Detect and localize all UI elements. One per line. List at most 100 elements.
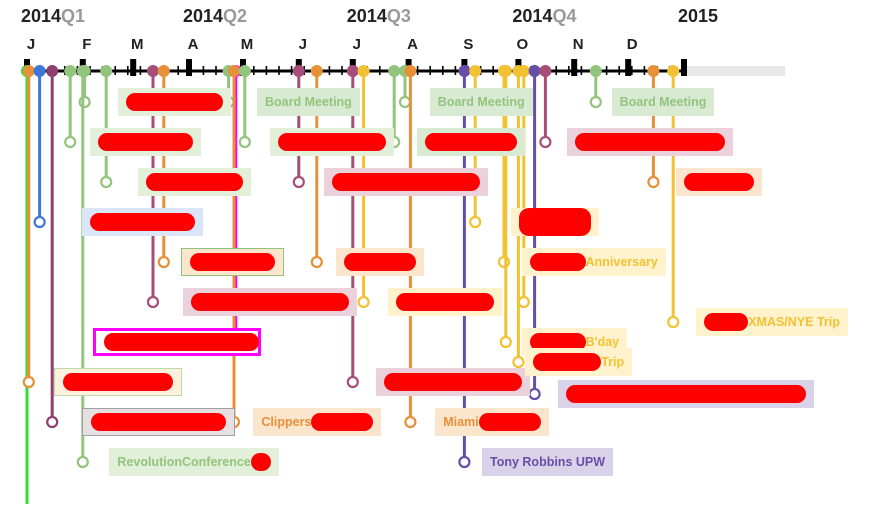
event-dot <box>33 65 46 77</box>
redacted-text <box>126 93 224 111</box>
redacted-text <box>104 333 260 351</box>
axis-tail <box>682 66 786 76</box>
event-marker <box>497 255 511 269</box>
event-dot <box>357 65 370 77</box>
event-dot <box>499 65 512 77</box>
event-label-box: Board Meeting <box>611 88 715 116</box>
redacted-text <box>97 133 193 151</box>
event-label-box <box>417 128 526 156</box>
month-label: J <box>352 36 361 53</box>
event-marker <box>398 95 412 109</box>
quarter-year: 2014 <box>512 6 553 26</box>
event-marker <box>64 135 77 149</box>
event-dot <box>100 65 113 77</box>
event-label-box <box>557 380 814 408</box>
event-marker <box>146 295 160 309</box>
event-label: Anniversary <box>585 255 658 269</box>
event-label-box <box>181 248 285 276</box>
event-label: Trip <box>601 355 625 369</box>
event-label-box <box>53 368 182 396</box>
redacted-text <box>529 333 586 351</box>
event-dot <box>346 65 359 77</box>
quarter-year: 2014 <box>21 6 62 26</box>
event-label-box <box>118 88 232 116</box>
event-label: B'day <box>585 335 620 349</box>
axis-tick-month <box>625 59 632 76</box>
event-marker <box>33 215 46 229</box>
event-label-box <box>375 368 530 396</box>
month-label: N <box>572 36 584 53</box>
redacted-text <box>518 208 591 236</box>
event-dot <box>539 65 552 77</box>
event-marker <box>346 375 359 389</box>
event-label: Clippers <box>261 415 312 429</box>
event-dot <box>157 65 170 77</box>
event-label: Board Meeting <box>265 95 352 109</box>
redacted-text <box>91 413 227 431</box>
redacted-text <box>277 133 386 151</box>
event-dot <box>469 65 482 77</box>
event-dot <box>76 65 89 77</box>
event-label: Revolution <box>117 455 182 469</box>
event-marker <box>357 295 370 309</box>
redacted-text <box>396 293 495 311</box>
quarter-label: 2014Q3 <box>347 6 411 26</box>
quarter-label: 2015 <box>678 6 718 26</box>
redacted-text <box>478 413 541 431</box>
axis-tick-month <box>186 59 192 76</box>
event-label-box: Tony Robbins UPW <box>482 448 614 476</box>
event-label-box: Revolution Conference <box>109 448 279 476</box>
redacted-text <box>90 213 196 231</box>
event-marker <box>76 455 89 469</box>
quarter-label: 2014Q2 <box>183 6 247 26</box>
event-label: Conference <box>181 455 251 469</box>
event-label-box <box>323 168 488 196</box>
event-dot <box>22 65 35 77</box>
month-label: D <box>626 36 638 53</box>
event-label: Tony Robbins UPW <box>490 455 606 469</box>
event-dot <box>388 65 401 77</box>
month-label: S <box>463 36 474 53</box>
axis-tick-month <box>571 59 578 76</box>
redacted-text <box>331 173 480 191</box>
redacted-text <box>190 253 276 271</box>
event-label-box: Clippers <box>253 408 382 436</box>
event-label-box <box>89 128 201 156</box>
event-label-box <box>336 248 425 276</box>
event-dot <box>458 65 471 77</box>
month-label: J <box>26 36 36 53</box>
event-dot <box>292 65 305 77</box>
event-label-box: Trip <box>525 348 633 376</box>
redacted-text <box>250 453 271 471</box>
event-label-box <box>138 168 252 196</box>
event-marker <box>512 355 525 369</box>
event-marker <box>100 175 113 189</box>
event-dot <box>517 65 530 77</box>
event-dot <box>404 65 417 77</box>
month-label: M <box>240 36 254 53</box>
redacted-text <box>383 373 522 391</box>
quarter-year: 2014 <box>346 6 387 26</box>
redacted-text <box>311 413 374 431</box>
event-marker <box>157 255 170 269</box>
event-marker <box>469 215 482 229</box>
month-label: O <box>516 36 529 53</box>
event-marker <box>517 295 530 309</box>
redacted-text <box>62 373 173 391</box>
event-dot <box>147 65 159 77</box>
event-label-box: Miami <box>435 408 549 436</box>
event-marker <box>46 415 59 429</box>
redacted-text <box>704 313 749 331</box>
event-marker <box>667 315 680 329</box>
event-marker <box>292 175 305 189</box>
event-label: XMAS/NYE Trip <box>748 315 840 329</box>
event-marker <box>78 95 91 109</box>
month-label: J <box>298 36 307 53</box>
redacted-text <box>684 173 755 191</box>
event-marker <box>528 387 541 401</box>
quarter-number: Q1 <box>61 6 86 26</box>
event-label-box <box>566 128 733 156</box>
event-marker <box>539 135 552 149</box>
event-label-box: Board Meeting <box>257 88 360 116</box>
event-label-box <box>510 208 599 236</box>
